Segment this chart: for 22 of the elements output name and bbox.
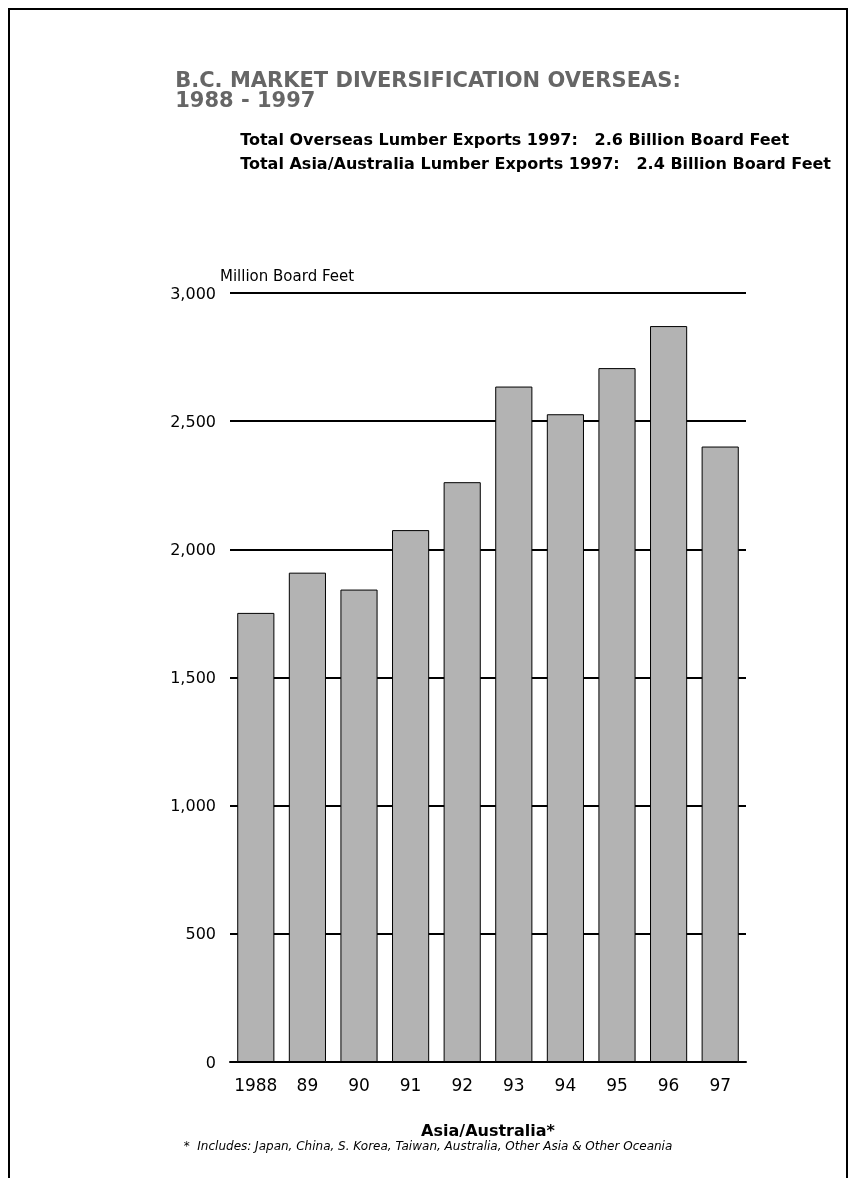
- x-axis-title: Asia/Australia*: [421, 1120, 556, 1140]
- x-tick-label: 94: [554, 1074, 577, 1095]
- y-tick-label: 1,000: [170, 796, 216, 816]
- y-tick-label: 1,500: [170, 668, 216, 687]
- y-tick-label: 0: [205, 1052, 216, 1072]
- y-tick-label: 3,000: [170, 283, 216, 303]
- x-tick-label: 95: [606, 1074, 628, 1095]
- x-tick-label: 1988: [234, 1074, 278, 1095]
- y-tick-label: 2,500: [170, 411, 216, 431]
- y-axis-title: Million Board Feet: [220, 266, 355, 285]
- text: * Includes: Japan, China, S. Korea, Taiwan, Australia, Other Asia & Other Oceania: [183, 1139, 673, 1153]
- x-tick-label: 92: [451, 1074, 474, 1095]
- x-tick-label: 97: [709, 1074, 732, 1095]
- chart-subtitle: Total Overseas Lumber Exports 1997: 2.6 Billion Board Feet Total Asia/Australia Lumber Exports 1997: 2.4 Billion Board Feet: [240, 129, 832, 173]
- x-tick-label: 91: [399, 1074, 422, 1095]
- x-tick-label: 89: [296, 1074, 319, 1095]
- y-tick-label: 500: [185, 924, 216, 944]
- chart-title: B.C. MARKET DIVERSIFICATION OVERSEAS: 1988 - 1997: [175, 68, 681, 112]
- x-tick-label: 96: [657, 1074, 680, 1095]
- x-tick-label: 93: [502, 1074, 525, 1095]
- x-tick-label: 90: [348, 1074, 370, 1095]
- y-tick-label: 2,000: [170, 539, 216, 559]
